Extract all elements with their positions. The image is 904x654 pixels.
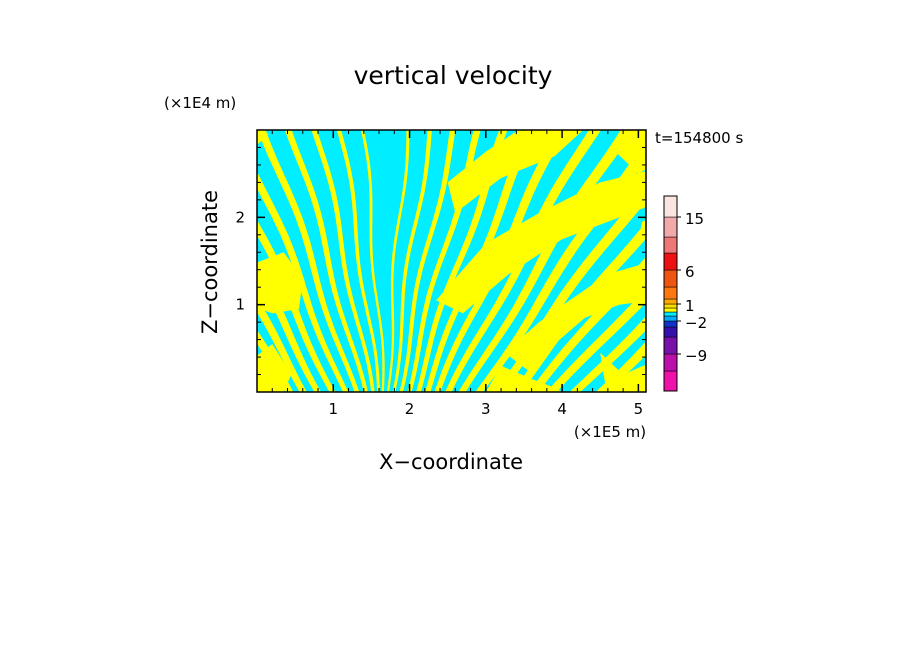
plot-frame xyxy=(256,129,647,393)
positive-velocity-region xyxy=(504,263,646,371)
y-axis-unit: (×1E4 m) xyxy=(164,94,236,112)
x-tick-label: 3 xyxy=(481,400,491,418)
positive-velocity-band xyxy=(0,121,206,400)
positive-velocity-band xyxy=(416,130,508,392)
x-tick-label: 4 xyxy=(557,400,567,418)
positive-velocity-region xyxy=(485,365,563,392)
colorbar-swatch xyxy=(663,336,678,355)
x-tick-label: 5 xyxy=(634,400,644,418)
colorbar-swatch xyxy=(663,298,678,305)
positive-velocity-band xyxy=(0,121,24,400)
positive-velocity-region xyxy=(615,130,646,174)
velocity-field-bands xyxy=(0,121,904,400)
positive-velocity-band xyxy=(546,287,646,392)
y-tick-label: 2 xyxy=(235,208,245,226)
colorbar-swatch xyxy=(663,286,678,300)
positive-velocity-band xyxy=(0,121,56,400)
x-tick-label: 1 xyxy=(329,400,339,418)
positive-velocity-region xyxy=(447,130,584,213)
positive-velocity-band xyxy=(0,121,136,400)
positive-velocity-band xyxy=(336,130,380,392)
colorbar-swatch xyxy=(663,307,678,313)
colorbar-swatch xyxy=(663,269,678,288)
colorbar-swatch xyxy=(663,216,678,238)
positive-velocity-band xyxy=(714,121,904,400)
colorbar-tick-label: −2 xyxy=(685,314,707,332)
colorbar-swatch xyxy=(663,370,678,392)
x-axis: 1 2 3 4 5 xyxy=(271,130,644,418)
positive-velocity-region xyxy=(600,352,646,392)
positive-velocity-band xyxy=(618,364,646,392)
colorbar-swatch xyxy=(663,195,678,218)
time-label: t=154800 s xyxy=(655,129,743,147)
colorbar-tick-label: 15 xyxy=(685,210,704,228)
positive-velocity-region xyxy=(257,344,292,392)
colorbar: 15 6 1−2 −9 xyxy=(663,195,707,392)
positive-velocity-band xyxy=(0,121,164,400)
y-axis: 12 xyxy=(235,146,646,376)
positive-velocity-band xyxy=(386,130,410,392)
x-axis-unit: (×1E5 m) xyxy=(574,423,646,441)
colorbar-swatch xyxy=(663,303,678,309)
positive-velocity-band xyxy=(399,130,456,392)
colorbar-swatch xyxy=(663,236,678,254)
positive-velocity-band xyxy=(257,171,349,392)
colorbar-frame xyxy=(663,195,678,392)
y-tick-label: 1 xyxy=(235,296,245,314)
colorbar-swatch xyxy=(663,353,678,372)
positive-velocity-region xyxy=(257,130,269,145)
positive-velocity-band xyxy=(257,358,280,392)
positive-velocity-band xyxy=(458,130,635,392)
positive-velocity-band xyxy=(311,130,375,392)
positive-velocity-band xyxy=(0,121,188,400)
colorbar-tick-label: 1 xyxy=(685,297,695,315)
colorbar-swatch xyxy=(663,320,678,328)
positive-velocity-band xyxy=(257,384,263,392)
colorbar-tick-label: 6 xyxy=(685,263,695,281)
positive-velocity-region xyxy=(436,171,646,314)
colorbar-swatch xyxy=(663,311,678,317)
y-axis-label: Z−coordinate xyxy=(198,190,222,334)
positive-velocity-band xyxy=(0,121,87,400)
positive-velocity-band xyxy=(0,121,110,400)
positive-velocity-band xyxy=(392,130,432,392)
colorbar-swatch xyxy=(663,315,678,322)
positive-velocity-band xyxy=(257,130,360,392)
positive-velocity-band xyxy=(360,130,385,392)
colorbar-swatch xyxy=(663,326,678,338)
positive-velocity-band xyxy=(284,130,368,392)
colorbar-tick-label: −9 xyxy=(685,347,707,365)
positive-velocity-band xyxy=(0,121,227,400)
x-axis-label: X−coordinate xyxy=(379,450,523,474)
plot-area xyxy=(0,121,904,400)
positive-velocity-band xyxy=(742,121,904,400)
x-tick-label: 2 xyxy=(405,400,415,418)
positive-velocity-band xyxy=(688,121,904,400)
chart-title: vertical velocity xyxy=(354,61,553,90)
positive-velocity-band xyxy=(257,297,307,392)
colorbar-swatch xyxy=(663,252,678,271)
positive-velocity-region xyxy=(257,252,303,314)
